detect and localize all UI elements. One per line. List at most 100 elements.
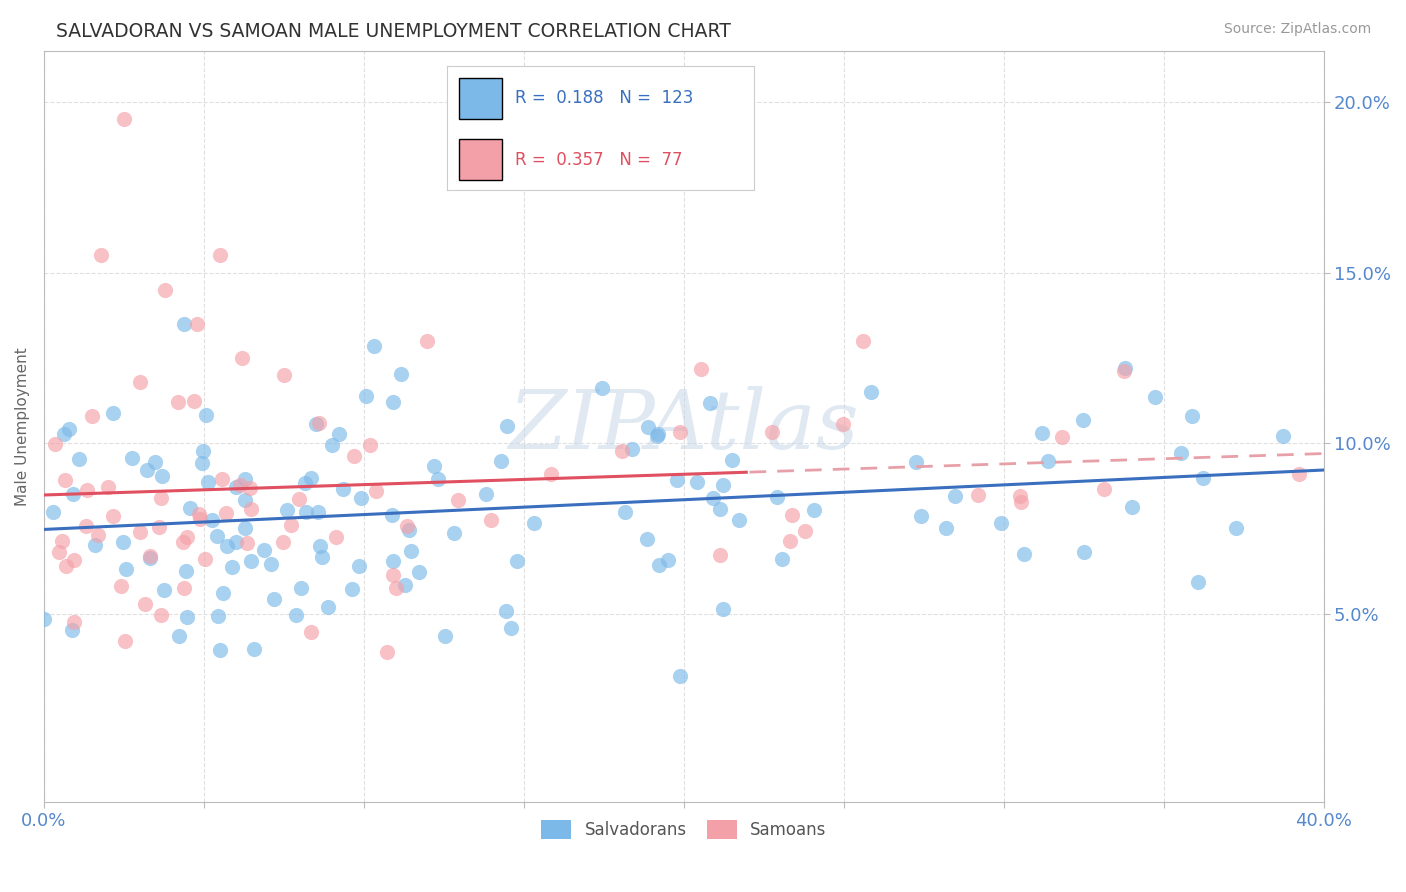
Point — [648, 558, 671, 573]
Point — [1121, 500, 1143, 515]
Point — [721, 452, 744, 467]
Point — [53, 427, 76, 442]
Point — [167, 395, 190, 409]
Point — [155, 283, 177, 297]
Point — [613, 504, 636, 518]
Point — [294, 476, 316, 491]
Point — [669, 425, 692, 440]
Point — [990, 516, 1012, 531]
Point — [233, 521, 256, 535]
Point — [217, 539, 239, 553]
Point — [966, 488, 988, 502]
Point — [288, 492, 311, 507]
Point — [209, 643, 232, 657]
Point — [150, 607, 173, 622]
Point — [1114, 361, 1136, 376]
Point — [207, 609, 229, 624]
Point — [446, 493, 468, 508]
Point — [761, 425, 783, 439]
Point — [832, 417, 855, 431]
Point — [214, 506, 236, 520]
Point — [1014, 547, 1036, 561]
Point — [114, 634, 136, 648]
Point — [148, 520, 170, 534]
Point — [1031, 426, 1053, 441]
Point — [101, 406, 124, 420]
Point — [169, 629, 191, 643]
Point — [621, 442, 644, 456]
Point — [233, 492, 256, 507]
Point — [1112, 364, 1135, 378]
Point — [228, 478, 250, 492]
Point — [136, 463, 159, 477]
Point — [689, 362, 711, 376]
Point — [263, 591, 285, 606]
Point — [540, 467, 562, 481]
Point — [221, 560, 243, 574]
Point — [75, 519, 97, 533]
Point — [489, 454, 512, 468]
Point — [138, 549, 160, 564]
Point — [67, 451, 90, 466]
Point — [665, 473, 688, 487]
Point — [686, 475, 709, 490]
Point — [280, 517, 302, 532]
Y-axis label: Male Unemployment: Male Unemployment — [15, 347, 30, 506]
Point — [935, 521, 957, 535]
Point — [350, 491, 373, 505]
Point — [285, 607, 308, 622]
Point — [398, 523, 420, 537]
Point — [212, 586, 235, 600]
Point — [58, 422, 80, 436]
Point — [636, 532, 658, 546]
Point — [53, 474, 76, 488]
Point — [208, 248, 231, 262]
Point — [174, 564, 197, 578]
Point — [1092, 482, 1115, 496]
Point — [363, 338, 385, 352]
Text: SALVADORAN VS SAMOAN MALE UNEMPLOYMENT CORRELATION CHART: SALVADORAN VS SAMOAN MALE UNEMPLOYMENT C… — [56, 22, 731, 41]
Point — [318, 600, 340, 615]
Point — [201, 513, 224, 527]
Point — [239, 481, 262, 495]
Point — [702, 491, 724, 505]
Point — [860, 385, 883, 400]
Point — [382, 567, 405, 582]
Point — [308, 416, 330, 430]
Point — [193, 444, 215, 458]
Point — [381, 395, 404, 409]
Point — [76, 483, 98, 497]
Point — [90, 248, 112, 262]
Point — [207, 529, 229, 543]
Point — [474, 487, 496, 501]
Point — [194, 552, 217, 566]
Point — [359, 438, 381, 452]
Point — [55, 559, 77, 574]
Point — [187, 507, 209, 521]
Point — [62, 486, 84, 500]
Point — [311, 549, 333, 564]
Point — [111, 534, 134, 549]
Point — [709, 501, 731, 516]
Point — [176, 530, 198, 544]
Point — [173, 581, 195, 595]
Point — [231, 351, 253, 365]
Point — [375, 645, 398, 659]
Point — [299, 471, 322, 485]
Point — [233, 472, 256, 486]
Point — [276, 503, 298, 517]
Point — [295, 505, 318, 519]
Point — [110, 578, 132, 592]
Point — [239, 553, 262, 567]
Point — [943, 489, 966, 503]
Point — [645, 428, 668, 442]
Point — [225, 534, 247, 549]
Point — [152, 468, 174, 483]
Point — [394, 578, 416, 592]
Point — [1010, 494, 1032, 508]
Point — [479, 513, 502, 527]
Point — [253, 543, 276, 558]
Point — [591, 381, 613, 395]
Point — [366, 483, 388, 498]
Point — [1010, 489, 1032, 503]
